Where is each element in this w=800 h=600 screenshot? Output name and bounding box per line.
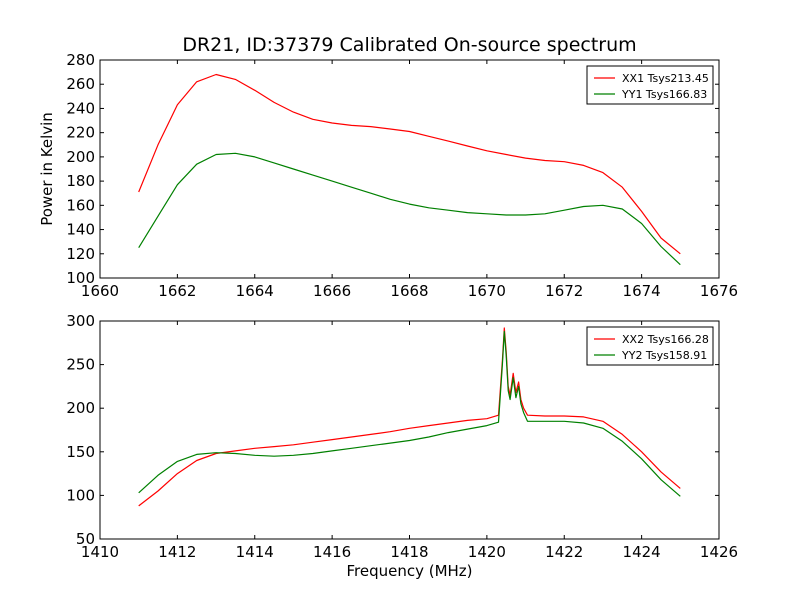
series-line-yy2 bbox=[138, 330, 681, 497]
x-tick-label: 1676 bbox=[700, 282, 738, 300]
series-line-yy1 bbox=[138, 152, 681, 266]
y-tick-label: 100 bbox=[66, 486, 95, 504]
y-tick-label: 200 bbox=[66, 148, 95, 166]
x-tick-label: 1426 bbox=[700, 543, 738, 561]
plot-frame bbox=[99, 320, 720, 540]
y-tick-label: 240 bbox=[66, 99, 95, 117]
x-tick-label: 1672 bbox=[545, 282, 583, 300]
x-axis-label: Frequency (MHz) bbox=[346, 562, 472, 580]
y-tick-label: 50 bbox=[76, 530, 95, 548]
y-tick-label: 160 bbox=[66, 196, 95, 214]
y-tick-label: 250 bbox=[66, 356, 95, 374]
x-tick-label: 1420 bbox=[468, 543, 506, 561]
legend-entry: XX2 Tsys166.28 bbox=[622, 333, 709, 346]
y-tick-label: 200 bbox=[66, 399, 95, 417]
legend-box bbox=[586, 326, 714, 366]
legend-entry: YY1 Tsys166.83 bbox=[621, 88, 707, 101]
x-tick-label: 1414 bbox=[236, 543, 274, 561]
y-tick-label: 120 bbox=[66, 245, 95, 263]
legend-entry: XX1 Tsys213.45 bbox=[622, 72, 709, 85]
x-tick-label: 1422 bbox=[545, 543, 583, 561]
top-panel: DR21, ID:37379 Calibrated On-source spec… bbox=[38, 34, 738, 300]
x-tick-label: 1664 bbox=[236, 282, 274, 300]
y-axis-label: Power in Kelvin bbox=[38, 112, 56, 226]
x-tick-label: 1662 bbox=[158, 282, 196, 300]
x-tick-label: 1674 bbox=[623, 282, 661, 300]
chart-title: DR21, ID:37379 Calibrated On-source spec… bbox=[182, 34, 636, 56]
series-line-xx1 bbox=[138, 73, 681, 255]
plot-frame bbox=[99, 59, 720, 279]
x-tick-label: 1410 bbox=[81, 543, 119, 561]
y-tick-label: 300 bbox=[66, 312, 95, 330]
x-tick-label: 1666 bbox=[313, 282, 351, 300]
legend: XX2 Tsys166.28 YY2 Tsys158.91 bbox=[586, 326, 714, 366]
x-tick-label: 1670 bbox=[468, 282, 506, 300]
x-tick-label: 1660 bbox=[81, 282, 119, 300]
y-tick-label: 100 bbox=[66, 269, 95, 287]
legend-entry: YY2 Tsys158.91 bbox=[621, 349, 707, 362]
legend-box bbox=[586, 65, 714, 105]
y-tick-label: 140 bbox=[66, 221, 95, 239]
x-tick-label: 1668 bbox=[390, 282, 428, 300]
bottom-panel: Frequency (MHz) 1410 1412 1414 1416 1418 1420 1… bbox=[66, 312, 738, 580]
y-tick-label: 260 bbox=[66, 75, 95, 93]
x-tick-label: 1418 bbox=[390, 543, 428, 561]
legend: XX1 Tsys213.45 YY1 Tsys166.83 bbox=[586, 65, 714, 105]
x-tick-label: 1416 bbox=[313, 543, 351, 561]
y-tick-label: 180 bbox=[66, 172, 95, 190]
y-tick-label: 150 bbox=[66, 443, 95, 461]
y-tick-label: 280 bbox=[66, 51, 95, 69]
y-tick-label: 220 bbox=[66, 124, 95, 142]
x-tick-label: 1424 bbox=[623, 543, 661, 561]
x-tick-label: 1412 bbox=[158, 543, 196, 561]
